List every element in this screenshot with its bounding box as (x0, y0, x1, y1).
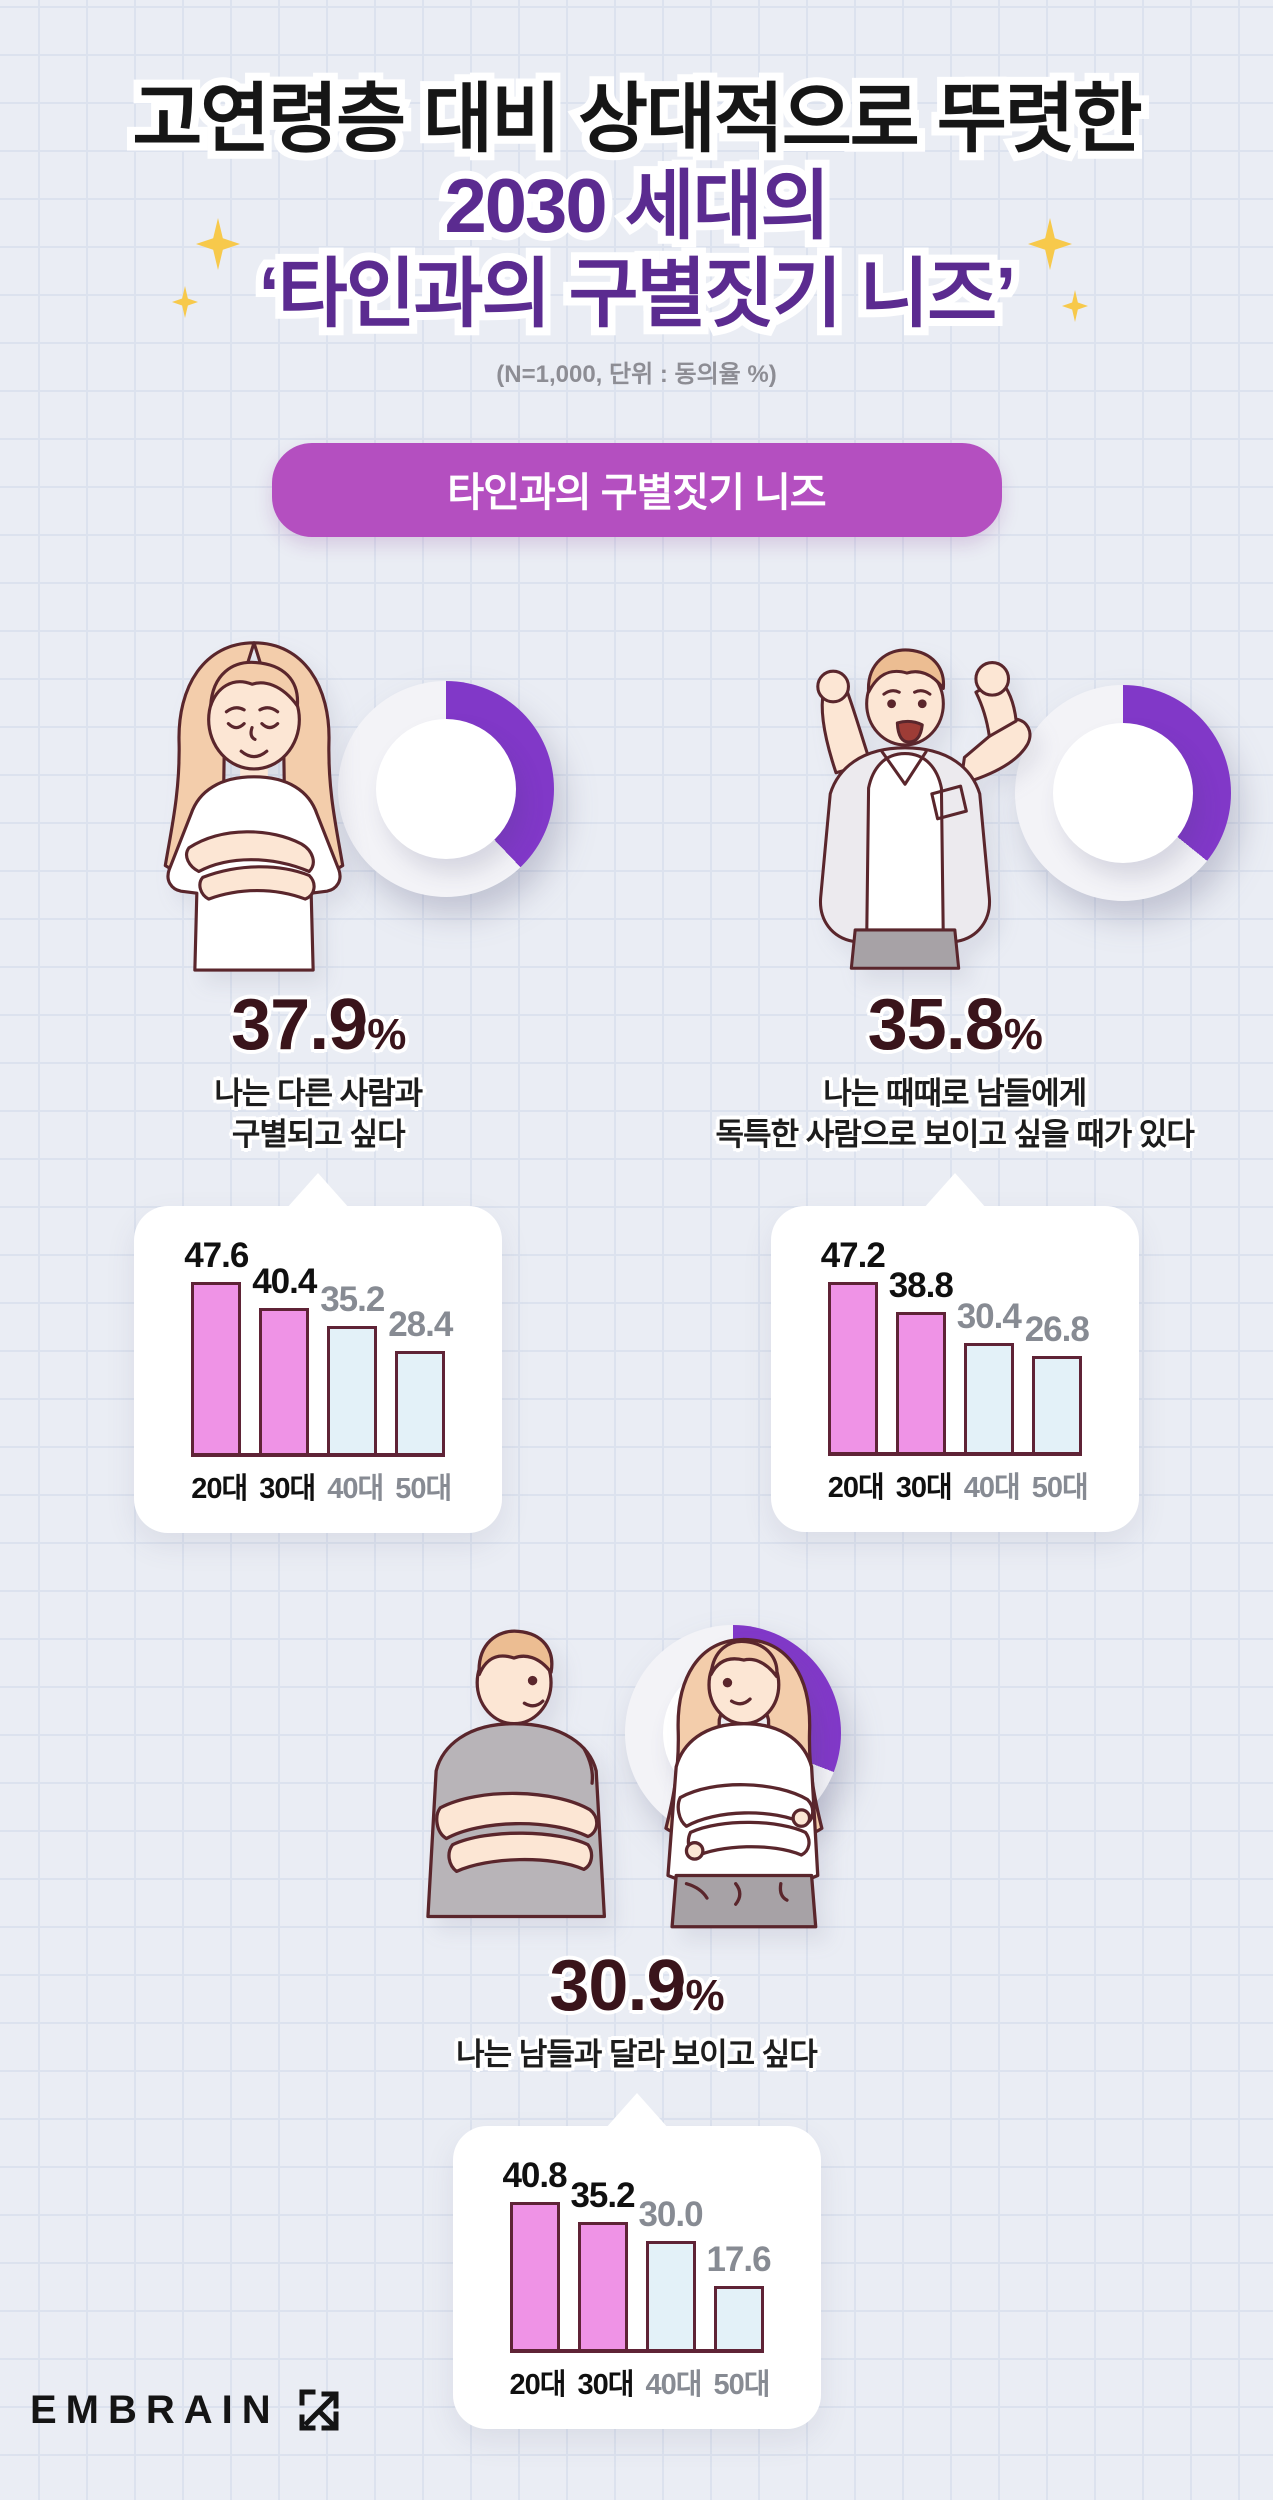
age-label: 50대 (395, 1472, 452, 1505)
stat-section-1: 37.9% 나는 다른 사람과 구별되고 싶다 47.6 40.4 35.2 2… (0, 629, 637, 1533)
stat-section-2: 35.8% 나는 때때로 남들에게 독특한 사람으로 보이고 싶을 때가 있다 … (637, 629, 1273, 1533)
bar-40s (327, 1325, 378, 1453)
survey-note: (N=1,000, 단위 : 동의율 %) (496, 361, 777, 389)
age-breakdown-bubble-3: 40.8 35.2 30.0 17.6 20대 30대 40대 50대 (452, 2125, 821, 2429)
bar-40s (645, 2240, 696, 2349)
bar-30s (895, 1311, 946, 1452)
topic-badge: 타인과의 구별짓기 니즈 (271, 443, 1002, 538)
illustration-woman-self-hug (163, 641, 345, 972)
bar-chart-3: 40.8 35.2 30.0 17.6 20대 30대 40대 50대 (502, 2155, 771, 2401)
age-label: 40대 (327, 1472, 384, 1505)
bar-30s (259, 1307, 310, 1453)
brand-wordmark: EMBRAIN (30, 2387, 280, 2432)
age-label: 30대 (259, 1472, 316, 1505)
title-line-2: 2030 세대의 (0, 163, 1273, 251)
age-label: 20대 (827, 1471, 885, 1504)
age-label: 20대 (191, 1472, 248, 1505)
figure-area-3 (317, 1617, 957, 1935)
title-line-1: 고연령층 대비 상대적으로 뚜렷한 (0, 76, 1273, 164)
bar-chart-2: 47.2 38.8 30.4 26.8 20대 30대 40대 50 (820, 1235, 1090, 1504)
bar-50s (395, 1350, 446, 1453)
age-label: 20대 (509, 2368, 567, 2401)
stats-row: 37.9% 나는 다른 사람과 구별되고 싶다 47.6 40.4 35.2 2… (0, 629, 1273, 1533)
percent-value-2: 35.8% (867, 985, 1043, 1066)
title-line-3: ‘타인과의 구별짓기 니즈’ (0, 251, 1273, 339)
age-breakdown-bubble-2: 47.2 38.8 30.4 26.8 20대 30대 40대 50 (770, 1205, 1139, 1532)
age-label: 50대 (1031, 1471, 1089, 1504)
bar-chart-1: 47.6 40.4 35.2 28.4 20대 30대 40대 50 (184, 1235, 453, 1505)
bar-40s (963, 1342, 1014, 1452)
statement-caption-2: 나는 때때로 남들에게 독특한 사람으로 보이고 싶을 때가 있다 (715, 1076, 1195, 1153)
statement-caption-1: 나는 다른 사람과 구별되고 싶다 (214, 1076, 423, 1153)
age-breakdown-bubble-1: 47.6 40.4 35.2 28.4 20대 30대 40대 50 (134, 1205, 503, 1533)
age-label: 40대 (645, 2368, 703, 2401)
bar-50s (1031, 1355, 1082, 1452)
bar-20s (191, 1281, 242, 1453)
statement-caption-3: 나는 남들과 달라 보이고 싶다 (456, 2036, 818, 2072)
illustration-couple-arms-crossed (425, 1629, 823, 1929)
age-label: 30대 (577, 2368, 635, 2401)
figure-area-2 (665, 629, 1245, 974)
footer-brand: EMBRAIN (30, 2386, 344, 2434)
donut-chart-1 (338, 681, 555, 898)
age-label: 50대 (713, 2368, 771, 2401)
stat-section-3: 30.9% 나는 남들과 달라 보이고 싶다 40.8 35.2 30.0 17… (0, 1617, 1273, 2429)
illustration-man-flexing (816, 648, 1032, 970)
header: 고연령층 대비 상대적으로 뚜렷한 2030 세대의 ‘타인과의 구별짓기 니즈… (0, 0, 1273, 389)
bar-20s (509, 2201, 560, 2349)
embrain-logo-icon (299, 2389, 339, 2431)
figure-area-1 (58, 629, 578, 974)
donut-chart-2 (1014, 685, 1231, 902)
bar-50s (713, 2285, 764, 2349)
age-label: 40대 (963, 1471, 1021, 1504)
percent-value-1: 37.9% (231, 985, 406, 1066)
bar-20s (827, 1281, 878, 1452)
bar-30s (577, 2221, 628, 2349)
percent-value-3: 30.9% (549, 1945, 724, 2026)
age-label: 30대 (895, 1471, 953, 1504)
